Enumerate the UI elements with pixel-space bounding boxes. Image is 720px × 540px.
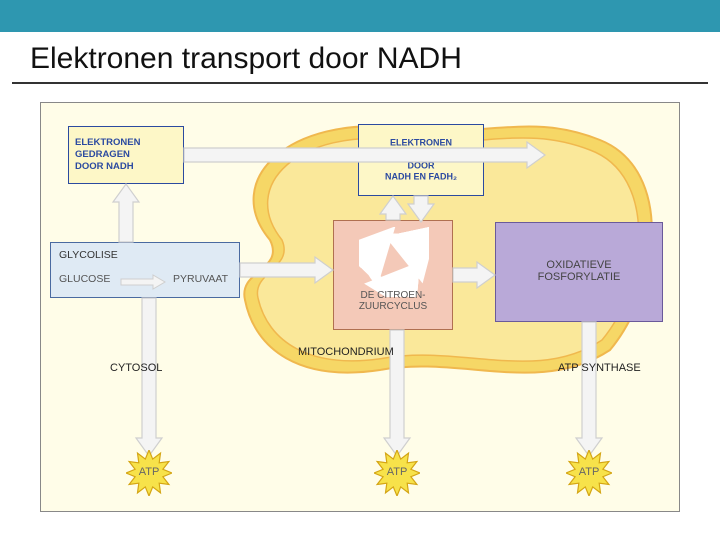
atp-label: ATP: [126, 466, 172, 478]
page-title: Elektronen transport door NADH: [30, 42, 690, 76]
atp-label: ATP: [374, 466, 420, 478]
caption-atp-synthase: ATP SYNTHASE: [558, 362, 641, 374]
atp-label: ATP: [566, 466, 612, 478]
atp-star: ATP: [126, 450, 172, 496]
atp-star: ATP: [566, 450, 612, 496]
title-container: Elektronen transport door NADH: [12, 32, 708, 84]
caption-mitochondrium: MITOCHONDRIUM: [298, 346, 394, 358]
diagram: ELEKTRONENGEDRAGENDOOR NADH ELEKTRONENGE…: [40, 102, 680, 512]
header-bar: [0, 0, 720, 32]
atp-star: ATP: [374, 450, 420, 496]
caption-cytosol: CYTOSOL: [110, 362, 162, 374]
